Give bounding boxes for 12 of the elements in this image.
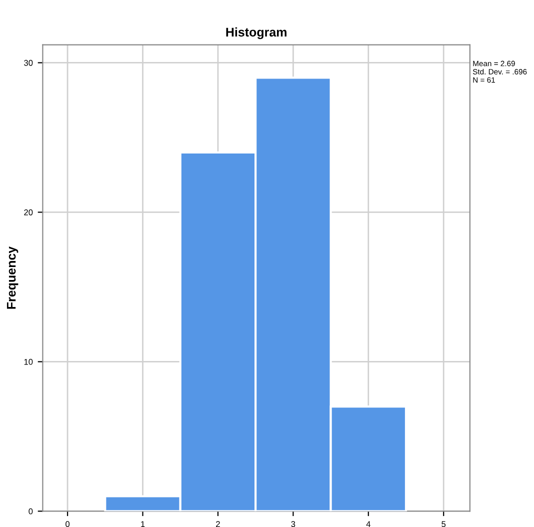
x-tick-label: 2 <box>216 521 220 527</box>
x-tick-label: 1 <box>141 521 145 527</box>
x-tick-label: 3 <box>291 521 296 527</box>
x-tick-label: 5 <box>442 521 446 527</box>
chart-title: Histogram <box>226 27 286 40</box>
y-axis-title: Frequency <box>6 246 18 309</box>
x-tick-label: 4 <box>366 521 370 527</box>
y-tick-label: 20 <box>24 209 33 216</box>
y-tick-label: 10 <box>24 358 33 365</box>
x-tick-label: 0 <box>66 521 70 527</box>
y-tick-label: 30 <box>24 60 33 66</box>
y-tick-label: 0 <box>28 508 33 514</box>
